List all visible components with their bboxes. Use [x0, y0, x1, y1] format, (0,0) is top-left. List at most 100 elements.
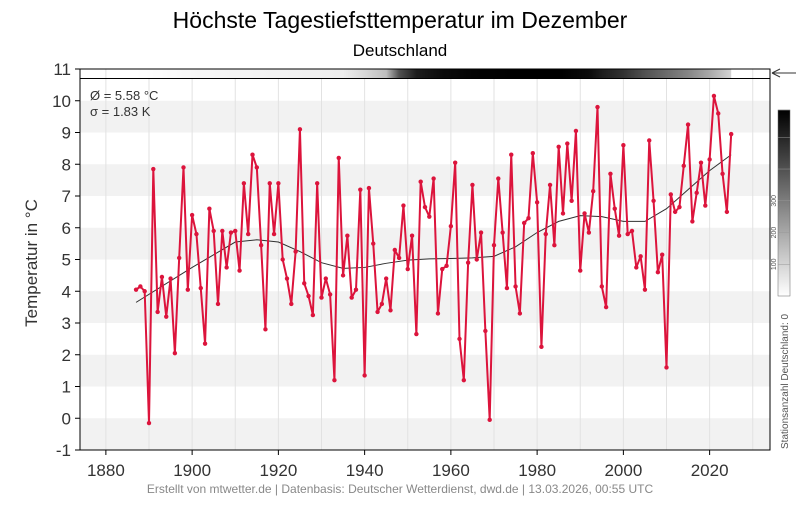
x-tick-label: 1960	[432, 461, 470, 480]
data-point	[336, 155, 341, 161]
data-point	[220, 228, 225, 234]
data-point	[487, 417, 492, 423]
data-point	[314, 181, 320, 186]
y-tick-label: 3	[62, 314, 71, 333]
x-tick-label: 2020	[691, 461, 729, 480]
data-point	[728, 131, 734, 137]
y-axis-label: Temperatur in °C	[22, 199, 41, 327]
data-point	[707, 157, 712, 162]
data-point	[664, 365, 669, 370]
data-point	[720, 171, 725, 176]
data-point	[483, 328, 488, 334]
y-tick-label: 4	[62, 282, 71, 301]
stat-mean: Ø = 5.58 °C	[90, 88, 158, 103]
station-legend-gradient	[777, 109, 791, 297]
data-point	[323, 276, 329, 281]
data-point	[491, 243, 497, 248]
data-point	[164, 314, 169, 319]
y-tick-label: 7	[62, 187, 71, 206]
station-legend-label: Stationsanzahl Deutschland: 0	[780, 313, 791, 449]
chart-title: Höchste Tagestiefsttemperatur im Dezembe…	[173, 7, 628, 33]
data-point	[202, 341, 208, 346]
data-point	[690, 219, 695, 224]
stat-sd: σ = 1.83 K	[90, 104, 151, 119]
data-point	[375, 309, 380, 315]
data-point	[496, 176, 501, 181]
data-point	[698, 160, 704, 165]
data-point	[379, 301, 385, 307]
x-tick-label: 1940	[346, 461, 384, 480]
data-point	[478, 230, 484, 235]
x-tick-label: 1900	[173, 461, 211, 480]
data-point	[625, 231, 630, 237]
data-point	[448, 223, 454, 229]
data-point	[345, 233, 350, 238]
data-point	[172, 350, 178, 356]
y-tick-label: 11	[53, 60, 71, 79]
data-point	[418, 179, 423, 184]
y-tick-label: 8	[62, 155, 71, 174]
data-point	[297, 127, 303, 132]
legend-tick-label: 200	[771, 227, 778, 239]
data-point	[211, 228, 216, 234]
station-count-bar	[80, 69, 770, 80]
data-point	[500, 230, 505, 235]
axis-ticks: -1 0 1 2 3 4 5 6 7 8 9 10 11 1880 1900 1920 1940 1960 1980…	[52, 60, 728, 480]
data-point	[284, 276, 290, 281]
data-point	[138, 284, 143, 289]
data-point	[383, 276, 389, 281]
data-point	[582, 211, 587, 216]
data-point	[599, 284, 605, 289]
data-point	[681, 163, 686, 169]
data-point	[565, 141, 570, 146]
data-point	[409, 233, 415, 238]
data-point	[332, 377, 337, 383]
station-legend: 100 200 300 400 500 586	[771, 104, 791, 297]
y-tick-label: 0	[62, 409, 71, 428]
data-point	[194, 231, 199, 237]
data-point	[638, 254, 643, 259]
data-point	[716, 111, 721, 116]
data-point	[513, 284, 518, 289]
data-point	[233, 228, 238, 234]
data-point	[176, 255, 182, 261]
data-point	[440, 266, 445, 272]
data-point	[668, 192, 674, 197]
data-point	[146, 420, 152, 426]
data-point	[237, 268, 242, 273]
data-point	[263, 327, 268, 332]
data-point	[133, 287, 139, 292]
data-point	[224, 265, 229, 270]
data-point	[711, 93, 717, 99]
data-point	[371, 241, 376, 246]
data-point	[595, 104, 600, 110]
data-point	[539, 344, 544, 350]
data-point	[590, 189, 596, 194]
data-point	[250, 152, 255, 157]
data-point	[241, 181, 247, 186]
band-7	[80, 164, 770, 196]
data-point	[327, 292, 333, 297]
data-point	[647, 138, 652, 143]
data-point	[168, 276, 173, 281]
data-point	[452, 160, 458, 165]
station-bar-marker-icon	[771, 68, 796, 78]
data-point	[353, 287, 359, 292]
x-tick-label: 1980	[518, 461, 556, 480]
data-point	[319, 295, 324, 300]
data-point	[349, 295, 354, 300]
data-point	[293, 249, 298, 254]
data-point	[302, 281, 307, 286]
data-point	[672, 209, 678, 215]
y-tick-label: 6	[62, 219, 71, 238]
data-point	[267, 181, 272, 186]
station-strip	[136, 69, 732, 79]
data-point	[271, 231, 277, 237]
data-point	[366, 185, 372, 191]
data-point	[703, 203, 708, 208]
data-point	[465, 260, 471, 265]
data-point	[621, 143, 626, 148]
band-1	[80, 354, 770, 387]
y-tick-label: 9	[62, 124, 71, 143]
data-point	[401, 203, 406, 208]
